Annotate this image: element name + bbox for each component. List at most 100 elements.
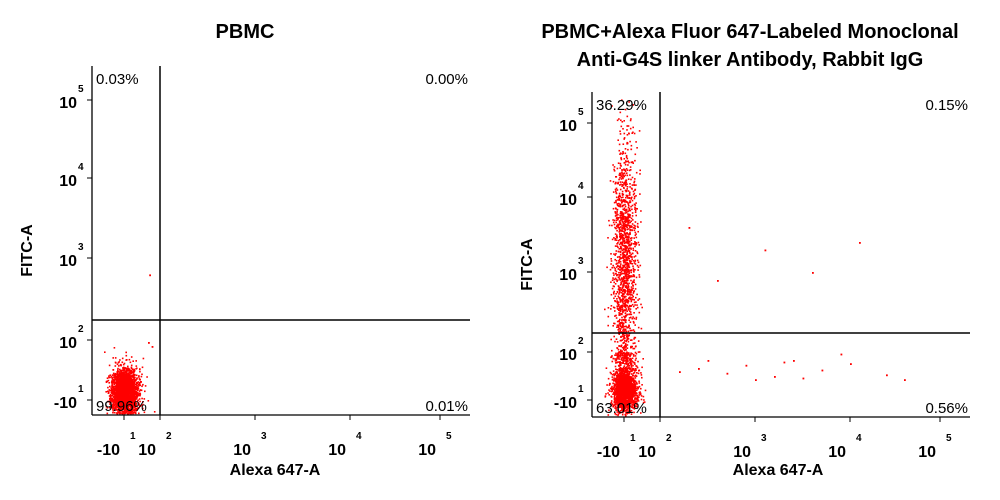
data-dot <box>615 266 618 268</box>
data-dot <box>624 205 627 208</box>
data-dot <box>636 259 639 262</box>
data-dot <box>632 329 635 331</box>
data-dot <box>134 411 137 414</box>
data-dot <box>122 411 124 413</box>
data-dot <box>617 329 619 331</box>
data-dot <box>628 264 630 267</box>
data-dot <box>631 329 633 332</box>
data-dot <box>619 291 621 293</box>
data-dot <box>122 373 125 376</box>
data-dot <box>119 368 121 371</box>
data-dot <box>622 257 624 259</box>
data-dot <box>613 274 615 276</box>
data-dot <box>621 397 623 400</box>
data-dot <box>620 345 622 348</box>
data-dot <box>627 241 630 243</box>
data-dot <box>624 241 627 244</box>
data-dot <box>128 368 130 371</box>
data-dot <box>632 316 634 318</box>
data-dot <box>119 382 121 384</box>
data-dot <box>631 317 634 320</box>
data-dot <box>113 385 115 388</box>
data-dot <box>614 277 617 280</box>
data-dot <box>627 352 629 355</box>
data-dot <box>636 365 638 368</box>
data-dot <box>629 329 632 332</box>
data-dot <box>632 295 634 298</box>
data-dot <box>619 265 622 267</box>
data-dot <box>618 312 620 314</box>
data-dot <box>634 398 636 400</box>
data-dot <box>626 256 628 259</box>
data-dot <box>615 293 617 295</box>
data-dot <box>643 401 646 403</box>
data-dot <box>619 164 622 167</box>
data-dot <box>627 203 630 206</box>
data-dot <box>120 374 123 376</box>
data-dot <box>611 355 613 357</box>
data-dot <box>614 226 616 229</box>
data-dot <box>619 223 622 225</box>
data-dot <box>618 143 621 146</box>
data-dot <box>622 193 625 196</box>
data-dot <box>626 407 629 409</box>
data-dot <box>125 385 127 388</box>
data-dot <box>615 219 618 221</box>
data-dot <box>632 401 635 403</box>
data-dot <box>616 208 619 211</box>
data-dot <box>120 400 122 402</box>
data-dot <box>610 263 612 265</box>
data-dot <box>623 239 626 242</box>
data-dot <box>116 406 119 408</box>
data-dot <box>623 330 625 333</box>
data-dot <box>638 311 641 314</box>
data-dot <box>632 265 634 267</box>
data-dot <box>617 226 619 228</box>
data-dot <box>634 351 637 354</box>
data-dot <box>115 397 117 400</box>
data-dot <box>624 218 627 220</box>
data-dot <box>124 377 126 379</box>
data-dot <box>614 399 616 402</box>
data-dot <box>135 365 138 367</box>
data-dot <box>135 412 137 415</box>
data-dot <box>125 375 127 378</box>
data-dot <box>624 163 627 166</box>
data-dot <box>625 346 627 348</box>
data-dot <box>127 411 130 413</box>
data-dot <box>635 171 638 174</box>
data-dot <box>118 397 120 399</box>
data-dot <box>629 310 631 312</box>
data-dot <box>115 387 117 390</box>
data-dot <box>628 247 630 250</box>
data-dot <box>628 192 631 195</box>
data-dot <box>623 168 625 170</box>
data-dot <box>617 224 620 227</box>
data-dot <box>112 391 114 393</box>
data-dot <box>619 323 621 326</box>
data-dot <box>626 197 629 199</box>
data-dot <box>129 377 131 379</box>
data-dot <box>631 237 633 239</box>
data-dot <box>635 233 637 235</box>
data-dot <box>616 167 619 170</box>
data-dot <box>632 320 635 323</box>
data-dot <box>616 262 618 264</box>
data-dot <box>115 393 117 395</box>
data-dot <box>134 395 136 398</box>
data-dot <box>623 354 626 357</box>
data-dot <box>632 249 635 251</box>
data-dot <box>626 293 628 295</box>
data-dot <box>612 370 615 372</box>
data-dot <box>124 380 127 382</box>
data-dot <box>620 257 623 259</box>
data-dot <box>618 118 620 120</box>
data-dot <box>130 412 132 415</box>
data-dot <box>130 383 132 385</box>
data-dot <box>620 295 623 297</box>
data-dot <box>624 261 627 264</box>
data-dot <box>621 304 623 307</box>
data-dot <box>614 245 617 247</box>
y-tick-exponent: 5 <box>78 84 84 95</box>
data-dot <box>118 396 120 398</box>
